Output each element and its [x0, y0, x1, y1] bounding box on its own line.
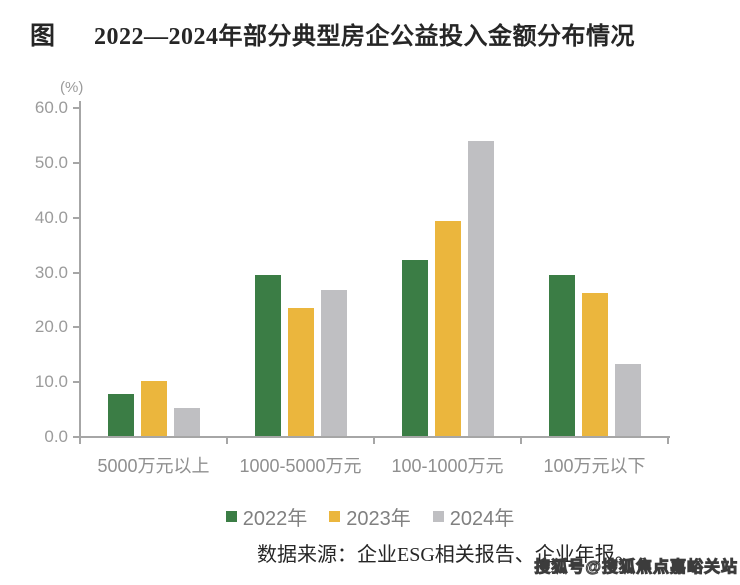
chart-legend: 2022年 2023年 2024年	[0, 502, 740, 531]
legend-label: 2023年	[346, 508, 411, 530]
data-source-note: 数据来源：企业ESG相关报告、企业年报。	[257, 544, 635, 566]
sohu-watermark: 搜狐号@搜狐焦点嘉峪关站	[534, 559, 738, 577]
bar-group-4	[521, 108, 668, 437]
x-tick-mark	[79, 437, 81, 444]
x-axis-category-labels: 5000万元以上 1000-5000万元 100-1000万元 100万元以下	[80, 452, 668, 478]
bar-2022年-1000-5000万元	[254, 275, 281, 437]
legend-swatch-icon	[329, 511, 341, 522]
bar-2023年-100-1000万元	[434, 220, 461, 437]
x-tick-mark	[667, 437, 669, 444]
figure-label: 图	[30, 23, 57, 50]
y-tick-mark	[73, 436, 80, 438]
y-axis-line	[79, 101, 81, 438]
x-tick-mark	[520, 437, 522, 444]
y-axis-unit-label: (%)	[60, 79, 84, 96]
bar-2024年-100万元以下	[614, 364, 641, 437]
x-category-label: 1000-5000万元	[239, 456, 362, 476]
legend-label: 2022年	[242, 508, 308, 530]
bar-2024年-5000万元以上	[173, 407, 200, 437]
bar-group-2	[227, 108, 374, 437]
x-category-label: 100-1000万元	[391, 456, 504, 476]
x-category-label: 100万元以下	[543, 456, 646, 476]
y-tick-label: 10.0	[34, 372, 68, 392]
x-tick-mark	[373, 437, 375, 444]
y-tick-mark	[73, 107, 80, 109]
bar-group-3	[374, 108, 521, 437]
y-tick-mark	[73, 161, 80, 164]
legend-label: 2024年	[449, 508, 515, 530]
bar-2022年-100万元以下	[548, 275, 575, 437]
legend-item-2024年: 2024年	[432, 502, 515, 531]
bar-chart: (%) 0.0 10.0 20.0 30.0 40.0 50.0 60.0 5000万元以上…	[34, 79, 670, 478]
y-tick-mark	[73, 381, 80, 384]
bar-2024年-100-1000万元	[467, 140, 494, 437]
bar-2022年-100-1000万元	[401, 259, 428, 437]
chart-title-row: 图 2022—2024年部分典型房企公益投入金额分布情况	[30, 16, 720, 52]
bar-2023年-5000万元以上	[140, 380, 167, 437]
legend-swatch-icon	[432, 511, 444, 522]
y-tick-label: 30.0	[34, 262, 68, 282]
bar-2023年-100万元以下	[581, 293, 608, 437]
legend-swatch-icon	[225, 511, 237, 522]
chart-title: 2022—2024年部分典型房企公益投入金额分布情况	[94, 24, 635, 50]
y-tick-mark	[73, 271, 80, 274]
plot-area	[80, 108, 668, 437]
bar-2022年-5000万元以上	[107, 394, 134, 437]
y-tick-mark	[73, 216, 80, 219]
y-tick-label: 50.0	[34, 152, 68, 172]
y-tick-label: 20.0	[34, 317, 68, 337]
y-tick-label: 60.0	[34, 98, 68, 117]
y-tick-mark	[73, 326, 80, 329]
x-category-label: 5000万元以上	[97, 456, 210, 476]
x-tick-mark	[226, 437, 228, 444]
y-tick-label: 40.0	[34, 207, 68, 227]
legend-item-2023年: 2023年	[329, 502, 411, 531]
y-tick-label: 0.0	[44, 427, 68, 446]
bar-2024年-1000-5000万元	[320, 290, 347, 437]
legend-item-2022年: 2022年	[225, 502, 308, 531]
bar-2023年-1000-5000万元	[287, 308, 314, 437]
bar-group-1	[80, 108, 227, 437]
